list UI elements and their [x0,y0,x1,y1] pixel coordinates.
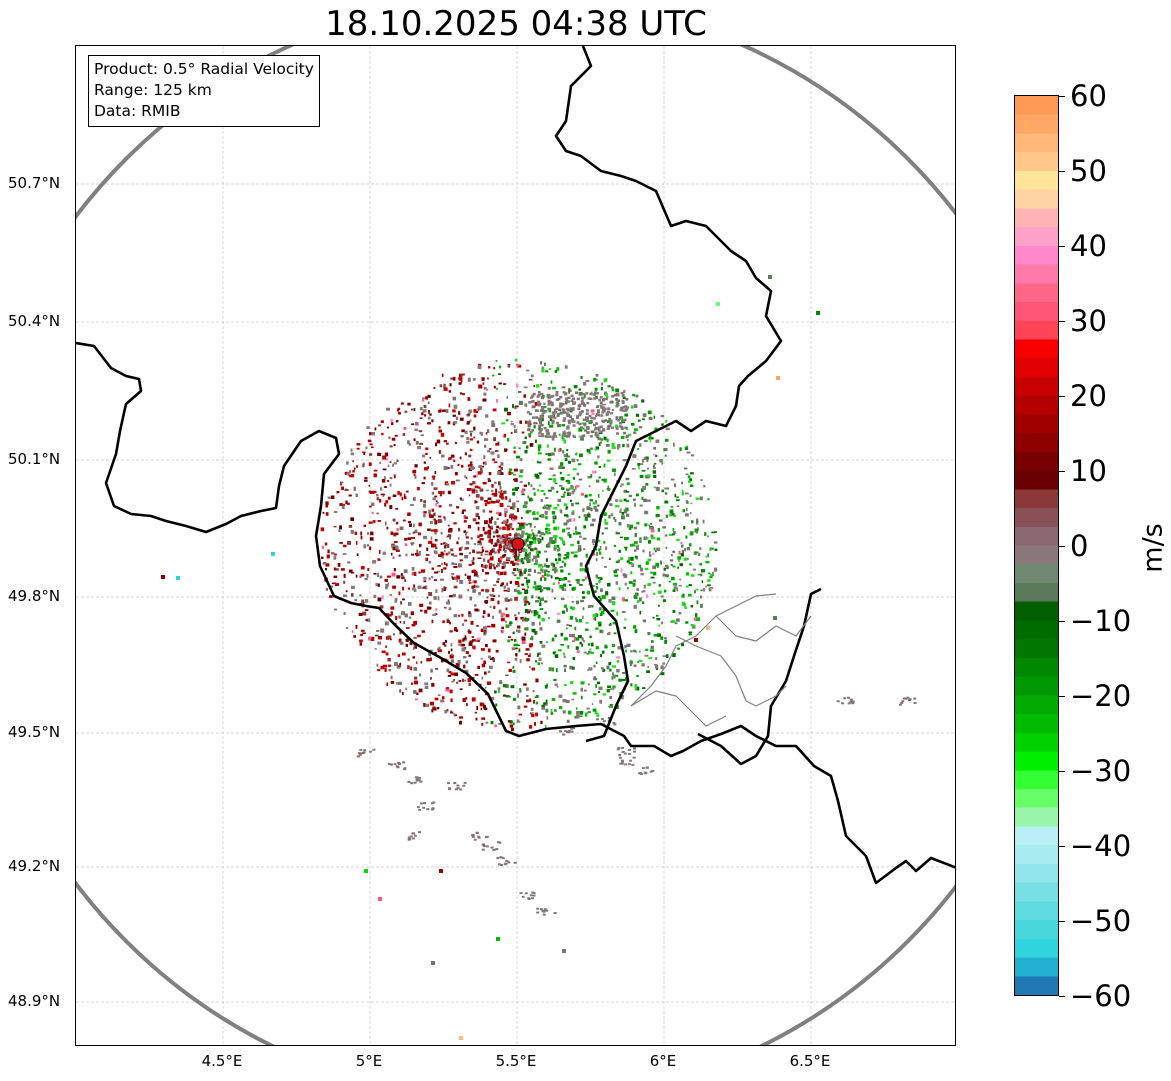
lat-tick-label: 50.1°N [8,450,61,468]
echo-speck [776,376,780,380]
colorbar-tick [1059,771,1065,772]
border-region [630,593,777,707]
colorbar-unit-label: m/s [1137,523,1169,573]
colorbar-tick-label: 60 [1070,79,1107,113]
colorbar-tick-label: −50 [1070,904,1132,938]
colorbar-tick-label: 0 [1070,529,1089,563]
border-germany-east [697,587,822,766]
colorbar-tick [1059,396,1065,397]
colorbar-tick-label: 40 [1070,229,1107,263]
border-region [675,635,787,707]
echo-speck [364,869,368,873]
echo-speck [768,275,772,279]
lat-tick-label: 49.2°N [8,857,61,875]
lat-tick-label: 50.7°N [8,174,61,192]
colorbar-tick-label: 20 [1070,379,1107,413]
colorbar-tick [1059,471,1065,472]
border-region [630,690,727,727]
echo-speck [716,302,720,306]
echo-speck [161,575,165,579]
lat-tick-label: 49.5°N [8,723,61,741]
colorbar-tick [1059,546,1065,547]
echo-speck [773,616,777,620]
lon-tick-label: 4.5°E [201,1052,243,1070]
colorbar-tick-label: −10 [1070,604,1132,638]
product-label: Product: 0.5° Radial Velocity [94,60,314,78]
colorbar-tick-label: −40 [1070,829,1132,863]
echo-speck [562,949,566,953]
echo-speck [816,311,820,315]
lon-tick-label: 6.5°E [789,1052,831,1070]
map-title: 18.10.2025 04:38 UTC [325,4,707,44]
colorbar-tick [1059,246,1065,247]
colorbar-tick-label: 50 [1070,154,1107,188]
velocity-colorbar [1014,95,1059,996]
echo-speck [271,552,275,556]
colorbar-tick-label: −20 [1070,679,1132,713]
info-box: Product: 0.5° Radial Velocity Range: 125… [88,55,320,127]
colorbar-tick [1059,321,1065,322]
colorbar-tick [1059,171,1065,172]
border-lux-germany [554,46,783,743]
lat-tick-label: 49.8°N [8,587,61,605]
data-source-label: Data: RMIB [94,102,181,120]
colorbar-tick-label: −30 [1070,754,1132,788]
lon-tick-label: 5.5°E [495,1052,537,1070]
colorbar-tick [1059,921,1065,922]
clutter-patch [526,391,629,439]
clutter-streaks [356,696,917,916]
colorbar-tick [1059,996,1065,997]
colorbar-tick [1059,696,1065,697]
colorbar-tick-label: 30 [1070,304,1107,338]
echo-speck [378,897,382,901]
echo-speck [439,869,443,873]
echo-speck [694,638,698,642]
echo-speck [496,937,500,941]
colorbar-tick [1059,96,1065,97]
border-region [715,615,812,642]
colorbar-tick [1059,846,1065,847]
range-label: Range: 125 km [94,81,212,99]
colorbar-tick-label: −60 [1070,979,1132,1013]
colorbar-tick-label: 10 [1070,454,1107,488]
echo-speck [176,576,180,580]
border-france-belgium-lux [76,341,955,885]
lon-tick-label: 5°E [355,1052,383,1070]
echo-speck [459,1036,463,1040]
velocity-echoes [161,275,917,1040]
radar-map-canvas [76,46,955,1045]
lat-tick-label: 48.9°N [8,992,61,1010]
radar-site-marker[interactable] [511,537,525,551]
echo-speck [706,626,710,630]
colorbar-tick [1059,621,1065,622]
echo-speck [431,961,435,965]
country-borders [76,46,955,885]
radar-map[interactable] [75,45,956,1046]
lat-tick-label: 50.4°N [8,312,61,330]
lon-tick-label: 6°E [649,1052,677,1070]
